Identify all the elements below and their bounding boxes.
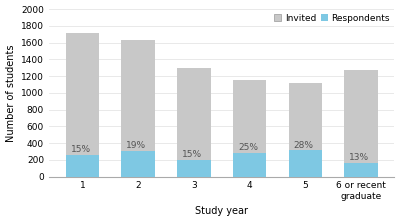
Text: 28%: 28% [294, 141, 314, 149]
Text: 25%: 25% [238, 143, 258, 152]
Bar [344, 163, 378, 177]
Bar [344, 70, 378, 177]
Bar [288, 150, 322, 177]
Legend: Invited, Respondents: Invited, Respondents [274, 14, 390, 23]
Bar [66, 155, 99, 177]
Text: 15%: 15% [71, 145, 91, 154]
X-axis label: Study year: Study year [195, 206, 248, 216]
Text: 15%: 15% [182, 151, 202, 159]
Bar [288, 83, 322, 177]
Bar [233, 153, 266, 177]
Bar [122, 40, 155, 177]
Bar [233, 80, 266, 177]
Y-axis label: Number of students: Number of students [6, 44, 16, 142]
Text: 13%: 13% [349, 153, 370, 162]
Bar [177, 68, 210, 177]
Bar [66, 32, 99, 177]
Bar [177, 160, 210, 177]
Text: 19%: 19% [126, 141, 146, 150]
Bar [122, 151, 155, 177]
